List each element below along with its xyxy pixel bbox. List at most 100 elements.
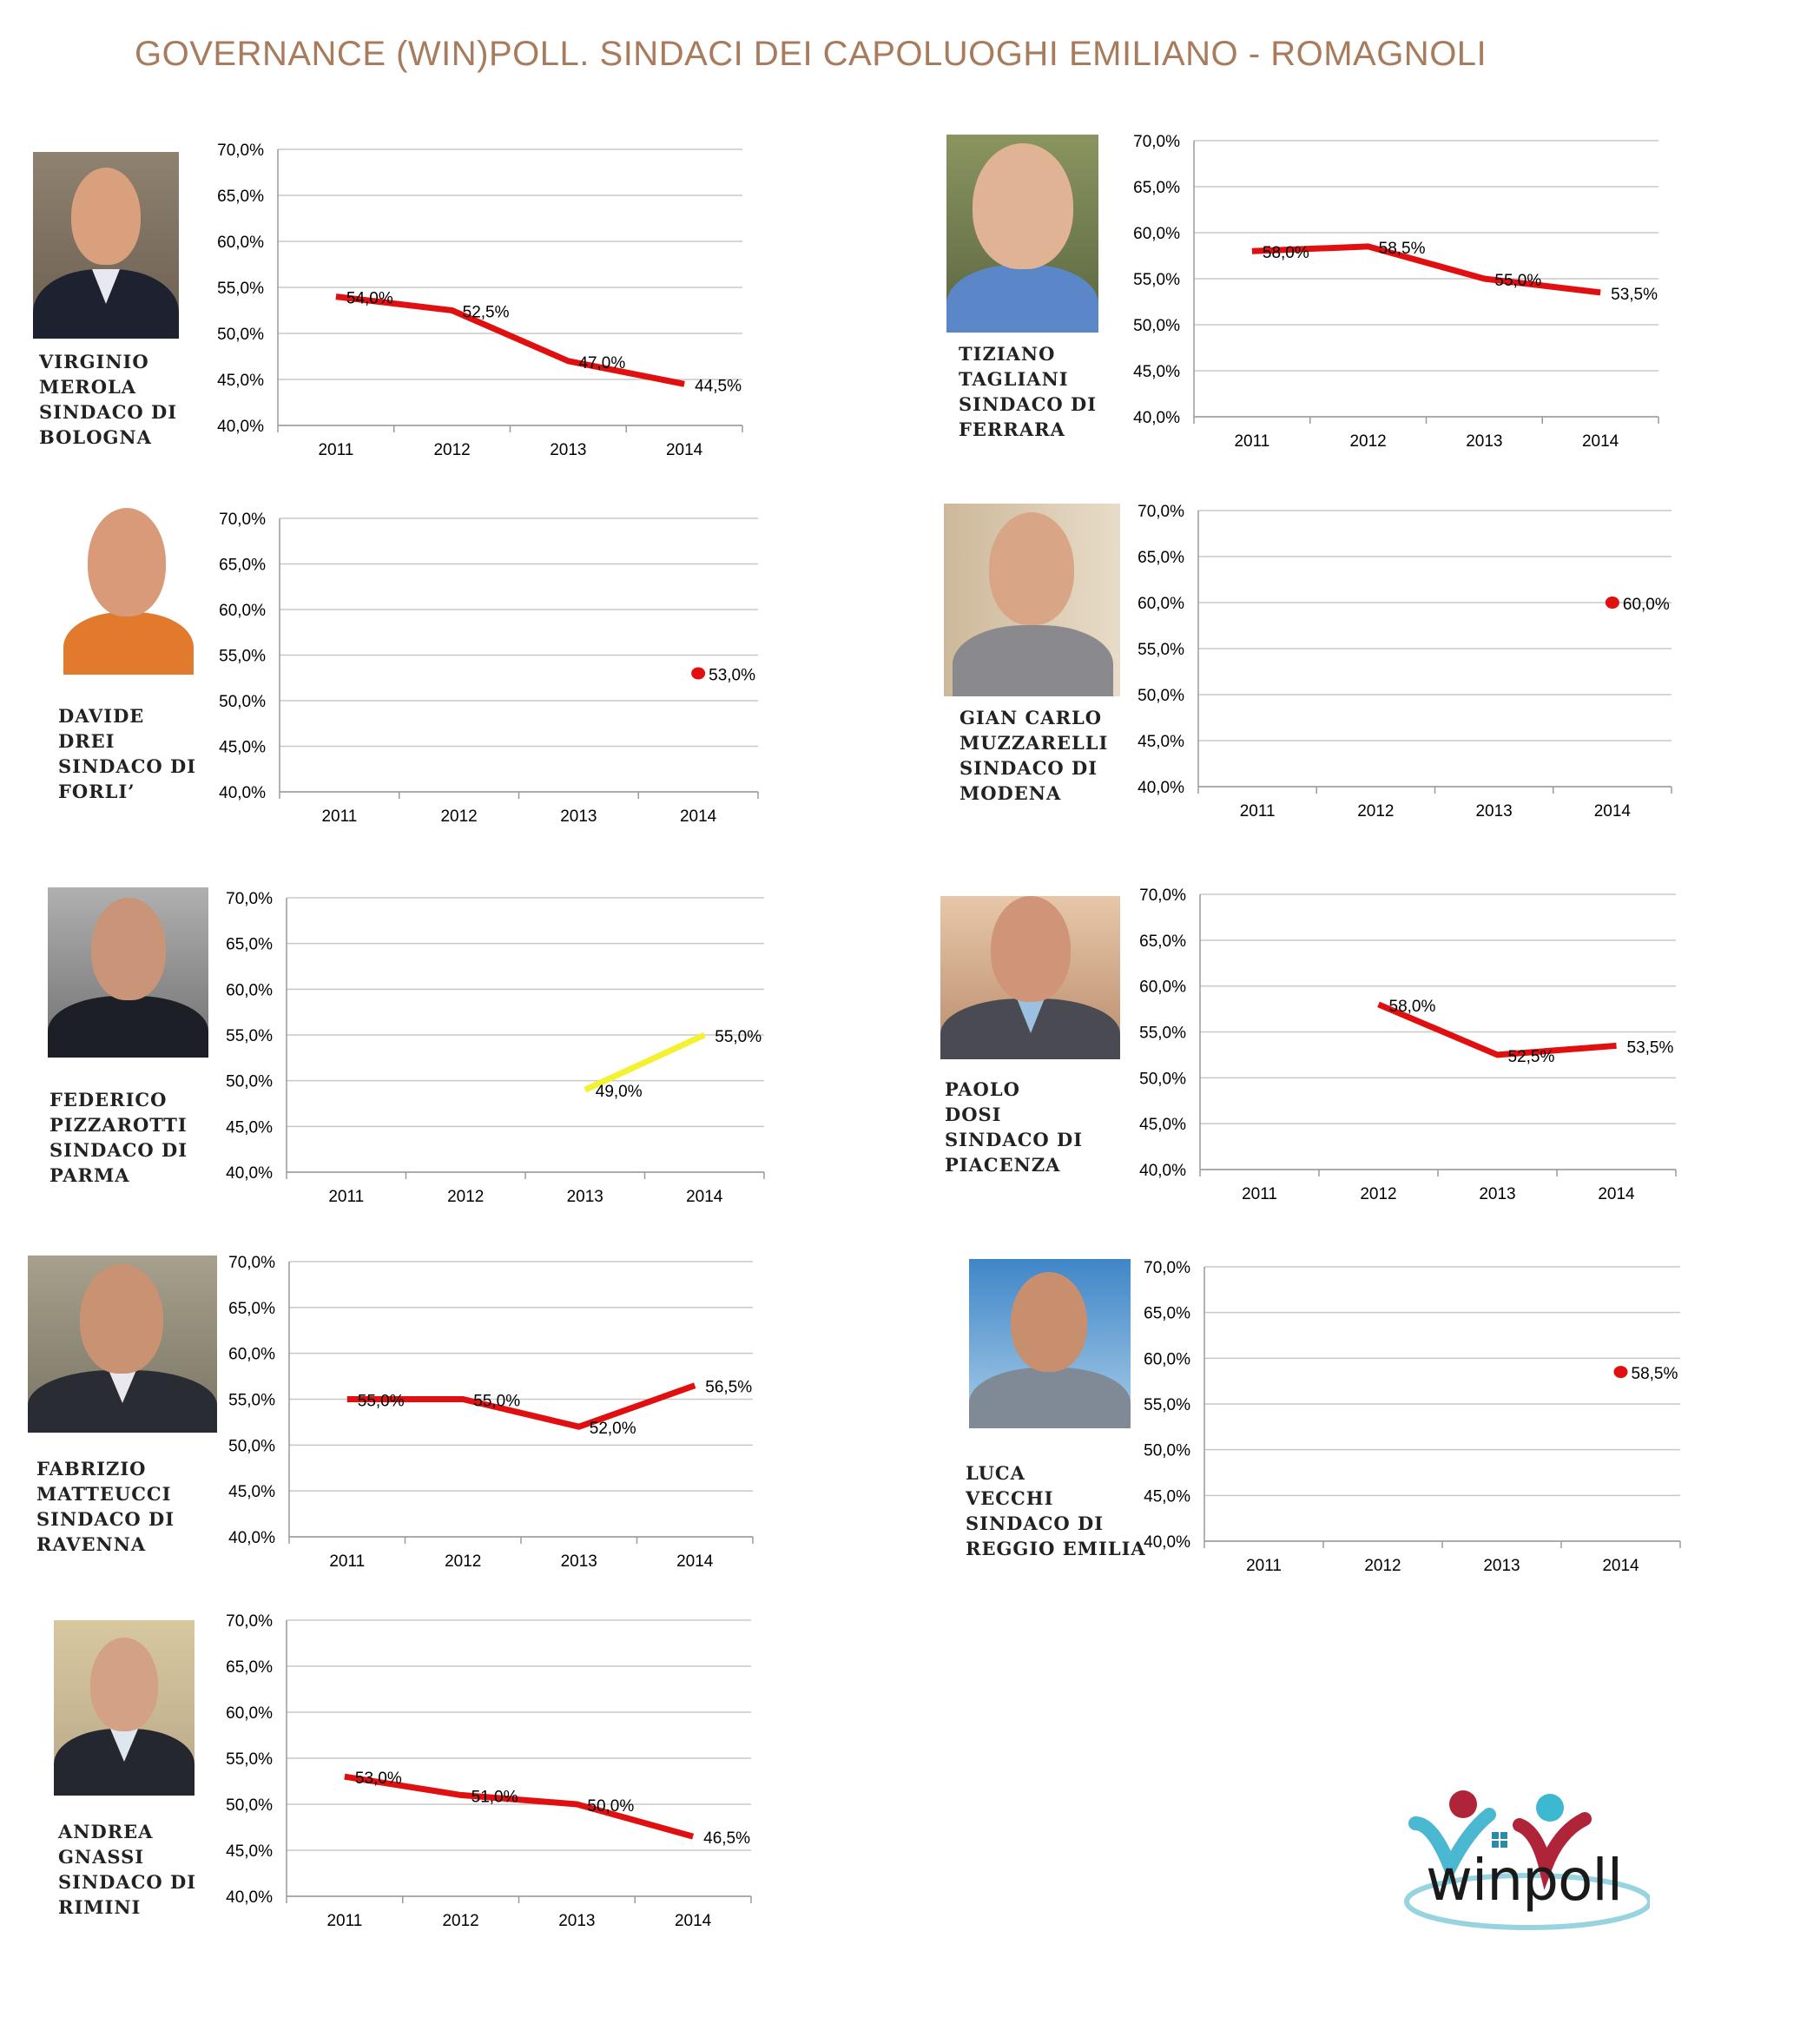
- y-tick-label: 60,0%: [226, 981, 273, 999]
- x-tick-label: 2011: [1246, 1557, 1282, 1575]
- y-tick-label: 40,0%: [1133, 409, 1180, 427]
- caption-line: RAVENNA: [36, 1533, 147, 1555]
- y-tick-label: 45,0%: [1139, 1116, 1186, 1134]
- caption-line: DREI: [58, 730, 115, 752]
- data-label: 56,5%: [705, 1379, 752, 1397]
- data-label: 52,5%: [1508, 1048, 1555, 1066]
- caption-line: MEROLA: [39, 376, 137, 398]
- data-label: 53,5%: [1611, 286, 1658, 304]
- data-point: [1605, 596, 1619, 609]
- series-line: [344, 1773, 695, 1840]
- y-tick-label: 50,0%: [226, 1796, 273, 1815]
- x-tick-label: 2011: [329, 1552, 365, 1571]
- y-tick-label: 55,0%: [219, 648, 266, 666]
- data-label: 54,0%: [346, 290, 393, 308]
- x-tick-label: 2012: [433, 441, 470, 459]
- x-tick-label: 2013: [567, 1188, 603, 1206]
- caption-line: MODENA: [959, 782, 1062, 804]
- x-tick-label: 2011: [1234, 432, 1269, 451]
- y-tick-label: 50,0%: [1133, 317, 1180, 335]
- y-tick-label: 55,0%: [217, 280, 264, 298]
- y-tick-label: 70,0%: [226, 1612, 273, 1631]
- caption-line: SINDACO DI: [58, 1871, 197, 1893]
- y-tick-label: 50,0%: [226, 1073, 273, 1091]
- x-tick-label: 2014: [666, 441, 703, 459]
- data-label: 49,0%: [596, 1083, 643, 1101]
- caption-line: FEDERICO: [49, 1089, 168, 1111]
- y-tick-label: 55,0%: [1144, 1396, 1190, 1414]
- data-point: [1613, 1366, 1628, 1379]
- y-tick-label: 45,0%: [226, 1842, 273, 1861]
- data-point: [691, 667, 706, 680]
- caption-line: SINDACO DI: [959, 757, 1098, 779]
- y-tick-label: 70,0%: [217, 142, 264, 160]
- x-tick-label: 2014: [1594, 802, 1632, 821]
- caption-line: FORLI’: [58, 781, 135, 802]
- x-tick-label: 2012: [442, 1912, 478, 1930]
- y-tick-label: 65,0%: [219, 557, 266, 575]
- x-tick-label: 2014: [686, 1188, 723, 1206]
- x-tick-label: 2013: [1475, 802, 1512, 821]
- caption-line: MATTEUCCI: [36, 1483, 172, 1505]
- mayor-photo-forli: [55, 508, 201, 675]
- x-tick-label: 2014: [680, 807, 717, 826]
- y-tick-label: 50,0%: [1138, 687, 1184, 705]
- caption-line: GNASSI: [58, 1846, 145, 1868]
- caption-line: VIRGINIO: [39, 351, 149, 372]
- y-tick-label: 55,0%: [1139, 1025, 1186, 1043]
- x-tick-label: 2011: [328, 1188, 364, 1206]
- caption-line: LUCA: [966, 1462, 1025, 1484]
- x-tick-label: 2012: [1360, 1185, 1396, 1203]
- y-tick-label: 50,0%: [219, 693, 266, 711]
- x-tick-label: 2014: [1598, 1185, 1635, 1203]
- data-label: 55,0%: [1494, 272, 1541, 290]
- y-tick-label: 40,0%: [226, 1888, 273, 1907]
- x-tick-label: 2011: [1240, 802, 1276, 821]
- y-tick-label: 65,0%: [1139, 933, 1186, 951]
- y-tick-label: 55,0%: [226, 1027, 273, 1045]
- x-tick-label: 2011: [321, 807, 357, 826]
- mayor-photo-piacenza: [940, 896, 1120, 1059]
- caption-line: SINDACO DI: [58, 755, 197, 777]
- y-tick-label: 65,0%: [228, 1300, 275, 1318]
- data-label: 53,5%: [1627, 1038, 1674, 1057]
- series-line: [1251, 243, 1601, 296]
- x-tick-label: 2013: [1479, 1185, 1515, 1203]
- y-tick-label: 70,0%: [228, 1254, 275, 1272]
- x-tick-label: 2013: [560, 807, 597, 826]
- data-label: 44,5%: [695, 377, 742, 395]
- y-tick-label: 55,0%: [228, 1392, 275, 1410]
- data-label: 47,0%: [578, 354, 625, 372]
- mayor-photo-ferrara: [946, 135, 1098, 333]
- data-label: 50,0%: [587, 1797, 634, 1816]
- y-tick-label: 50,0%: [228, 1437, 275, 1455]
- x-tick-label: 2012: [447, 1188, 484, 1206]
- y-tick-label: 55,0%: [1133, 271, 1180, 289]
- data-label: 52,5%: [463, 304, 510, 322]
- caption-line: RIMINI: [58, 1896, 142, 1918]
- series-line: [335, 293, 685, 387]
- data-label: 60,0%: [1623, 596, 1670, 614]
- y-tick-label: 40,0%: [219, 784, 266, 802]
- caption-line: GIAN CARLO: [959, 707, 1103, 728]
- logo-text: winpoll: [1426, 1847, 1622, 1914]
- series-line: [584, 1031, 706, 1093]
- x-tick-label: 2011: [318, 441, 353, 459]
- y-tick-label: 50,0%: [1139, 1070, 1186, 1088]
- y-tick-label: 50,0%: [1144, 1442, 1190, 1460]
- caption-line: FABRIZIO: [36, 1458, 147, 1480]
- y-tick-label: 45,0%: [1133, 363, 1180, 381]
- y-tick-label: 40,0%: [217, 418, 264, 436]
- data-label: 58,5%: [1379, 240, 1426, 258]
- series-line: [346, 1382, 696, 1430]
- y-tick-label: 60,0%: [217, 234, 264, 252]
- caption-line: FERRARA: [959, 419, 1065, 440]
- x-tick-label: 2012: [445, 1552, 481, 1571]
- y-tick-label: 55,0%: [226, 1750, 273, 1769]
- x-tick-label: 2013: [558, 1912, 595, 1930]
